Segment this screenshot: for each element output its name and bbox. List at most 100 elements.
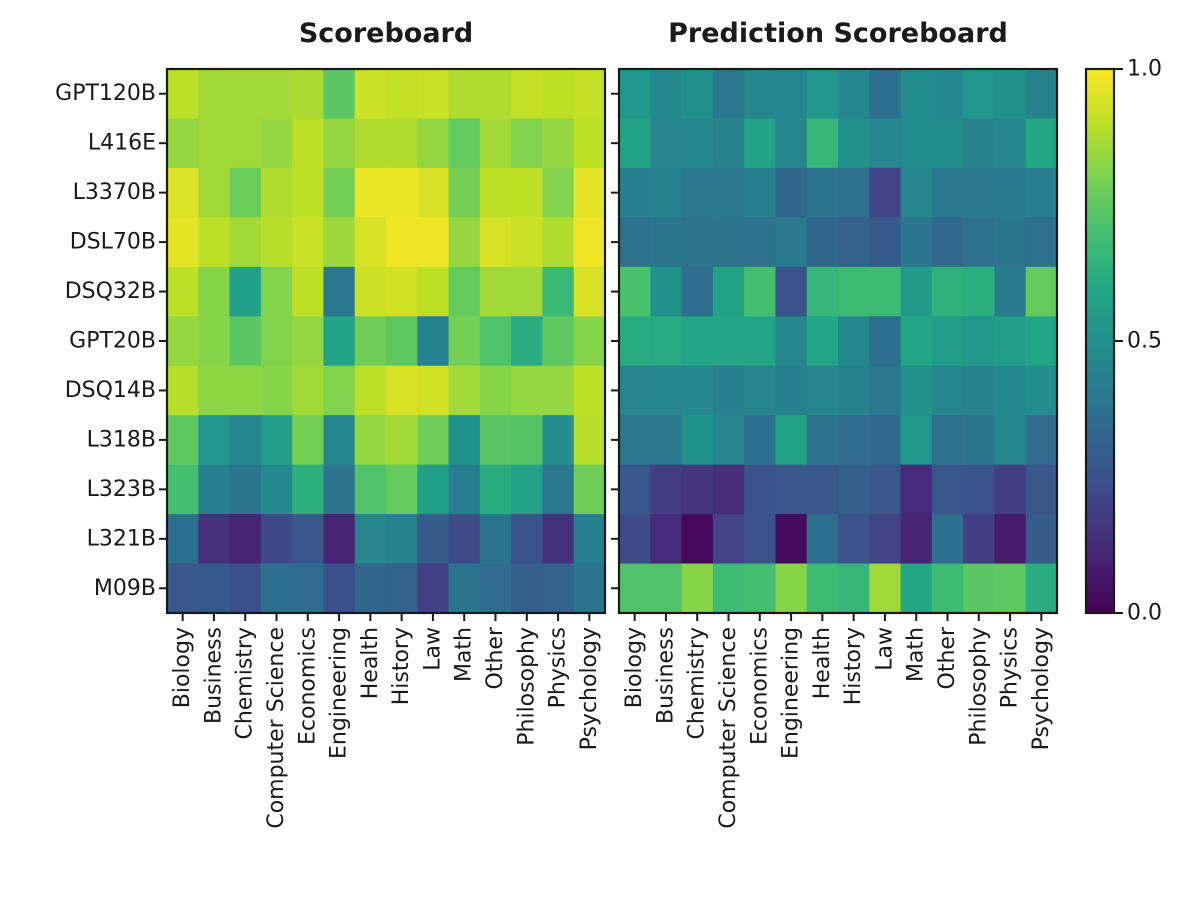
- heatmap-cell-l318b-physics: [542, 415, 575, 466]
- heatmap-cell-dsl70b-computer-science: [260, 217, 293, 268]
- heatmap-cell-gpt120b-physics: [994, 69, 1027, 120]
- heatmap-cell-l323b-other: [479, 464, 512, 515]
- heatmap-cell-dsl70b-chemistry: [229, 217, 262, 268]
- heatmap-cell-l321b-computer-science: [712, 514, 745, 565]
- heatmap-cell-l318b-other: [931, 415, 964, 466]
- heatmap-cell-l3370b-law: [417, 167, 450, 218]
- heatmap-cell-l416e-history: [838, 118, 870, 169]
- heatmap-cell-dsq14b-chemistry: [681, 365, 714, 416]
- heatmap-cell-gpt120b-other: [931, 69, 964, 120]
- heatmap-cell-m09b-psychology: [573, 563, 606, 614]
- y-tick-label-dsq32b: DSQ32B: [65, 279, 156, 304]
- heatmap-cell-l3370b-other: [931, 167, 964, 218]
- heatmap-cell-l318b-math: [448, 415, 481, 466]
- heatmap-cell-dsq14b-health: [354, 365, 387, 416]
- heatmap-cell-dsq32b-computer-science: [712, 266, 745, 317]
- heatmap-cell-m09b-economics: [744, 563, 777, 614]
- heatmap-cell-l321b-economics: [292, 514, 325, 565]
- x-tick-label-philosophy: Philosophy: [514, 627, 539, 746]
- heatmap-cell-l3370b-physics: [994, 167, 1027, 218]
- panel-title: Scoreboard: [299, 18, 473, 49]
- heatmap-cell-gpt120b-philosophy: [511, 69, 544, 120]
- heatmap-cell-l3370b-math: [900, 167, 933, 218]
- heatmap-cell-l3370b-philosophy: [511, 167, 544, 218]
- heatmap-cell-m09b-biology: [619, 563, 651, 614]
- x-tick-label-business: Business: [201, 627, 226, 724]
- heatmap-cell-l321b-psychology: [573, 514, 606, 565]
- colorbar: 0.0 0.5 1.0: [1084, 57, 1162, 626]
- heatmap-cell-dsq32b-business: [650, 266, 683, 317]
- heatmap-cell-m09b-chemistry: [681, 563, 714, 614]
- heatmap-cell-l416e-economics: [292, 118, 325, 169]
- heatmap-cell-m09b-philosophy: [963, 563, 996, 614]
- heatmap-cell-l318b-biology: [619, 415, 651, 466]
- heatmap-cell-l416e-math: [900, 118, 933, 169]
- heatmap-cell-m09b-engineering: [323, 563, 356, 614]
- heatmap-cell-l321b-chemistry: [681, 514, 714, 565]
- x-tick-label-chemistry: Chemistry: [685, 627, 710, 740]
- heatmap-cell-l323b-engineering: [323, 464, 356, 515]
- heatmap-cell-l416e-economics: [744, 118, 777, 169]
- heatmap-cell-l321b-physics: [994, 514, 1027, 565]
- heatmap-cell-gpt120b-history: [386, 69, 418, 120]
- heatmap-cell-l321b-biology: [167, 514, 199, 565]
- heatmap-cell-l321b-health: [806, 514, 839, 565]
- colorbar-tick-label: 0.5: [1127, 329, 1162, 354]
- heatmap-cell-gpt20b-economics: [292, 316, 325, 367]
- heatmap-cell-l323b-health: [806, 464, 839, 515]
- heatmap-cell-l416e-business: [198, 118, 231, 169]
- heatmap-cell-dsq14b-computer-science: [712, 365, 745, 416]
- heatmap-cell-l3370b-psychology: [573, 167, 606, 218]
- heatmap-cell-dsq14b-psychology: [573, 365, 606, 416]
- heatmap-cell-l323b-physics: [994, 464, 1027, 515]
- heatmap-cell-l416e-engineering: [775, 118, 808, 169]
- heatmap-cell-l318b-computer-science: [260, 415, 293, 466]
- heatmap-cell-gpt120b-computer-science: [260, 69, 293, 120]
- heatmap-cell-l3370b-business: [198, 167, 231, 218]
- heatmap-cell-l3370b-physics: [542, 167, 575, 218]
- heatmap-cell-l323b-chemistry: [681, 464, 714, 515]
- heatmap-cell-dsq32b-economics: [744, 266, 777, 317]
- heatmap-cell-dsq32b-psychology: [1025, 266, 1058, 317]
- heatmap-cell-dsl70b-philosophy: [963, 217, 996, 268]
- heatmap-cell-gpt20b-health: [354, 316, 387, 367]
- heatmap-cell-l416e-business: [650, 118, 683, 169]
- y-tick-label-dsq14b: DSQ14B: [65, 378, 156, 403]
- x-tick-label-law: Law: [420, 627, 445, 671]
- x-tick-label-physics: Physics: [546, 627, 571, 708]
- heatmap-cell-gpt120b-history: [838, 69, 870, 120]
- heatmap-cell-l321b-biology: [619, 514, 651, 565]
- heatmap-cell-l416e-health: [354, 118, 387, 169]
- heatmap-cell-m09b-psychology: [1025, 563, 1058, 614]
- x-tick-label-computer-science: Computer Science: [716, 627, 741, 829]
- heatmap-cell-l3370b-chemistry: [681, 167, 714, 218]
- heatmap-cell-gpt20b-law: [417, 316, 450, 367]
- x-tick-label-history: History: [389, 627, 414, 705]
- heatmap-cell-l323b-other: [931, 464, 964, 515]
- heatmap-cell-l323b-psychology: [573, 464, 606, 515]
- heatmap-cell-dsq14b-philosophy: [511, 365, 544, 416]
- heatmap-panel-scoreboard: Scoreboard Biology Business Chemistry Comput…: [159, 18, 607, 829]
- heatmap-cell-dsq32b-psychology: [573, 266, 606, 317]
- heatmap-cell-gpt120b-engineering: [775, 69, 808, 120]
- heatmap-cell-l416e-philosophy: [511, 118, 544, 169]
- heatmap-cell-dsl70b-math: [448, 217, 481, 268]
- heatmap-cell-l318b-computer-science: [712, 415, 745, 466]
- heatmap-cell-dsq32b-philosophy: [511, 266, 544, 317]
- heatmap-cell-dsq14b-business: [198, 365, 231, 416]
- heatmap-cell-gpt120b-chemistry: [681, 69, 714, 120]
- heatmap-cell-l318b-law: [417, 415, 450, 466]
- heatmap-cell-dsl70b-economics: [292, 217, 325, 268]
- heatmap-cell-dsl70b-engineering: [323, 217, 356, 268]
- heatmap-cell-m09b-business: [198, 563, 231, 614]
- heatmap-cell-gpt20b-math: [448, 316, 481, 367]
- heatmap-cell-l3370b-economics: [744, 167, 777, 218]
- heatmap-cell-gpt20b-history: [838, 316, 870, 367]
- heatmap-cell-gpt20b-engineering: [323, 316, 356, 367]
- heatmap-cell-dsq14b-law: [869, 365, 902, 416]
- heatmap-cell-l321b-engineering: [775, 514, 808, 565]
- heatmap-cell-l323b-philosophy: [963, 464, 996, 515]
- heatmap-cell-m09b-biology: [167, 563, 199, 614]
- heatmap-cell-l323b-math: [900, 464, 933, 515]
- heatmap-cell-l416e-law: [869, 118, 902, 169]
